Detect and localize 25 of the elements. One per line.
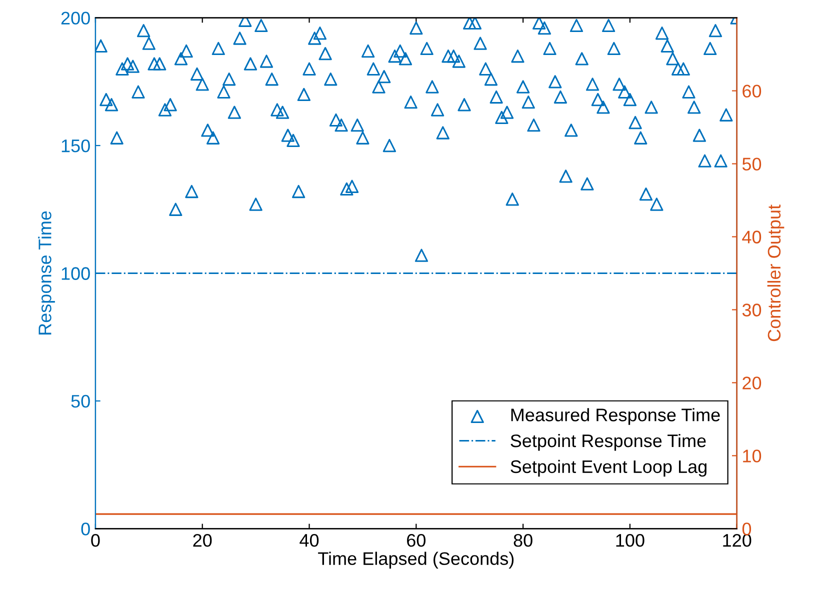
y-tick-label: 150 xyxy=(62,139,90,152)
x-tick-label: 40 xyxy=(300,534,319,547)
y-axis-title: Response Time xyxy=(38,211,55,334)
y-tick-label: 50 xyxy=(71,394,90,408)
y-tick-label: 100 xyxy=(62,267,90,280)
x-tick-label: 20 xyxy=(193,534,212,547)
x-tick-label: 100 xyxy=(616,534,644,547)
y2-tick-label: 30 xyxy=(742,304,762,316)
y2-tick-label: 0 xyxy=(742,522,752,536)
x-tick-label: 0 xyxy=(91,534,100,547)
y-tick-label: 200 xyxy=(61,12,90,25)
y2-tick-label: 60 xyxy=(742,84,762,98)
x-axis-title: Time Elapsed (Seconds) xyxy=(318,552,514,569)
y2-axis-title: Controller Output xyxy=(767,204,784,342)
legend-label: Setpoint Response Time xyxy=(510,434,706,451)
y2-tick-label: 40 xyxy=(742,230,762,244)
legend-label: Setpoint Event Loop Lag xyxy=(510,460,706,477)
y2-tick-label: 50 xyxy=(742,158,762,170)
y2-tick-label: 10 xyxy=(743,450,762,462)
x-tick-label: 80 xyxy=(514,534,532,547)
y-tick-label: 0 xyxy=(81,522,90,536)
x-tick-label: 60 xyxy=(407,534,426,547)
x-tick-label: 120 xyxy=(723,534,752,547)
y2-tick-label: 20 xyxy=(742,376,762,390)
legend-label: Measured Response Time xyxy=(511,408,720,425)
